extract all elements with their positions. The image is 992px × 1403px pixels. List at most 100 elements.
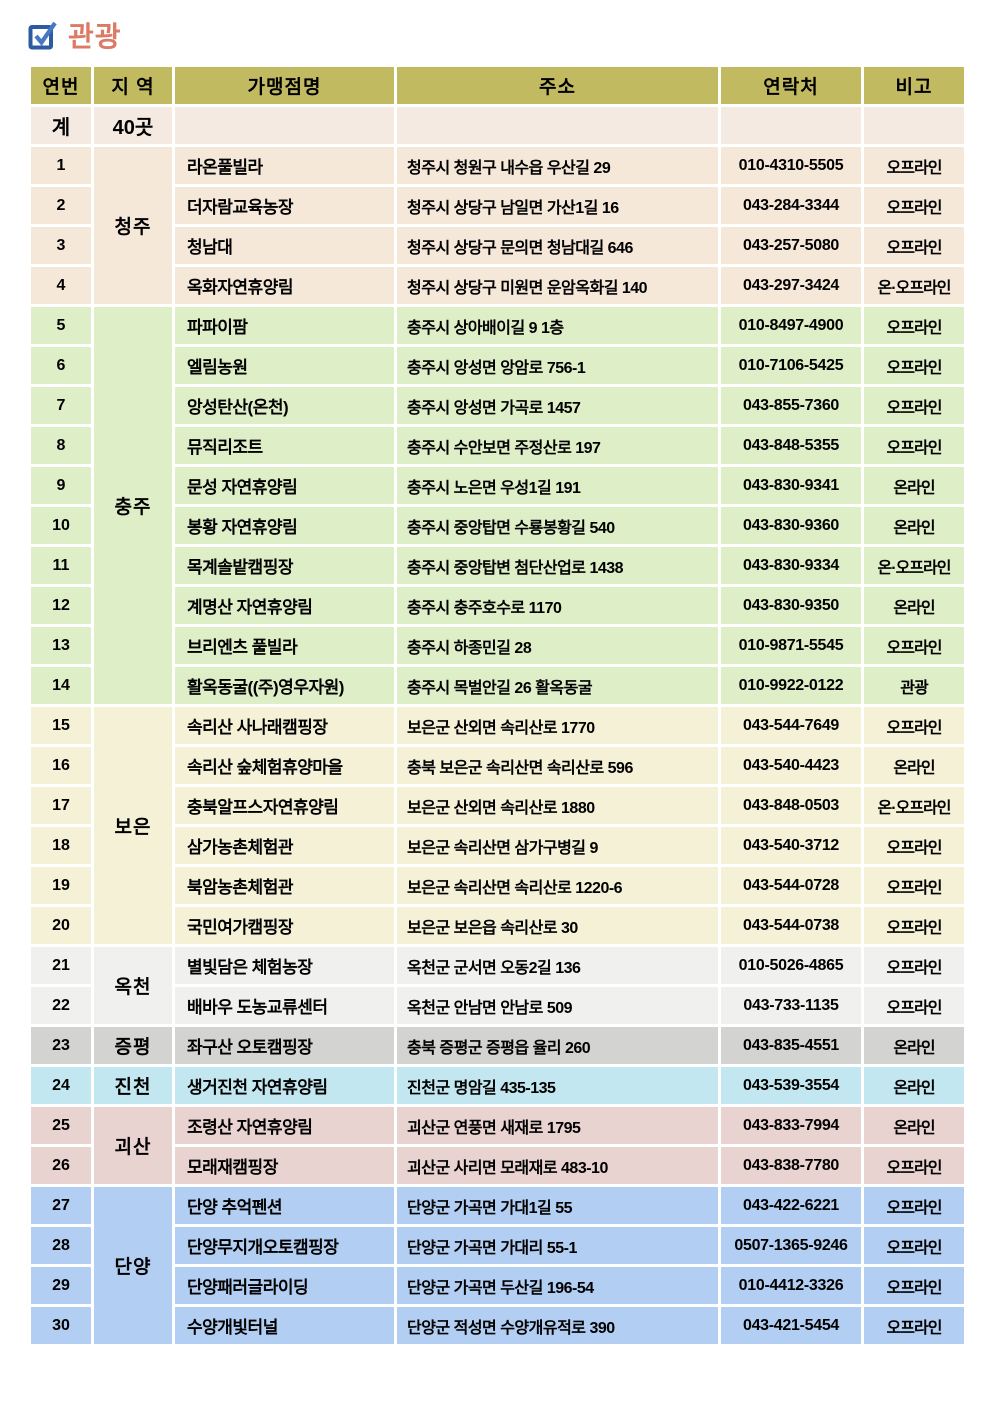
table-row: 1 청주 라온풀빌라 청주시 청원구 내수읍 우산길 29 010-4310-5505 오… bbox=[31, 147, 964, 304]
store-name-cell: 문성 자연휴양림 bbox=[175, 467, 394, 504]
row-number-cell: 29 bbox=[31, 1267, 91, 1304]
table-row: 10 봉황 자연휴양림 충주시 중앙탑면 수룡봉황길 540 043-830-9360… bbox=[31, 507, 964, 544]
store-name-cell: 배바우 도농교류센터 bbox=[175, 987, 394, 1024]
contact-cell: 043-830-9341 bbox=[721, 467, 861, 504]
row-number-cell: 7 bbox=[31, 387, 91, 424]
store-name-cell: 봉황 자연휴양림 bbox=[175, 507, 394, 544]
table-row: 7 앙성탄산(온천) 충주시 앙성면 가곡로 1457 043-855-7360 오프라… bbox=[31, 387, 964, 424]
store-name-cell: 충북알프스자연휴양림 bbox=[175, 787, 394, 824]
address-cell: 단양군 적성면 수양개유적로 390 bbox=[397, 1307, 718, 1344]
header-row: 연번 지 역 가맹점명 주소 연락처 비고 bbox=[31, 67, 964, 104]
table-row: 18 삼가농촌체험관 보은군 속리산면 삼가구병길 9 043-540-3712 오프라… bbox=[31, 827, 964, 864]
row-number-cell: 15 bbox=[31, 707, 91, 744]
row-number-cell: 4 bbox=[31, 267, 91, 304]
table-row: 22 배바우 도농교류센터 옥천군 안남면 안남로 509 043-733-1135 오… bbox=[31, 987, 964, 1024]
note-cell: 오프라인 bbox=[864, 427, 964, 464]
store-name-cell: 수양개빛터널 bbox=[175, 1307, 394, 1344]
table-row: 24 진천 생거진천 자연휴양림 진천군 명암길 435-135 043-539-355… bbox=[31, 1067, 964, 1104]
row-number-cell: 9 bbox=[31, 467, 91, 504]
row-number-cell: 5 bbox=[31, 307, 91, 344]
note-cell: 오프라인 bbox=[864, 867, 964, 904]
contact-cell: 010-8497-4900 bbox=[721, 307, 861, 344]
row-number-cell: 6 bbox=[31, 347, 91, 384]
note-cell: 오프라인 bbox=[864, 1147, 964, 1184]
note-cell: 온·오프라인 bbox=[864, 787, 964, 824]
store-name-cell: 목계솔밭캠핑장 bbox=[175, 547, 394, 584]
region-cell: 충주 bbox=[94, 307, 172, 704]
note-cell: 온라인 bbox=[864, 467, 964, 504]
address-cell: 충주시 중앙탑면 수룡봉황길 540 bbox=[397, 507, 718, 544]
col-header-number: 연번 bbox=[31, 67, 91, 104]
row-number-cell: 17 bbox=[31, 787, 91, 824]
summary-row: 계 40곳 bbox=[31, 107, 964, 144]
table-row: 14 활옥동굴((주)영우자원) 충주시 목벌안길 26 활옥동굴 010-9922-… bbox=[31, 667, 964, 704]
note-cell: 오프라인 bbox=[864, 1227, 964, 1264]
checkbox-icon bbox=[28, 21, 57, 50]
note-cell: 오프라인 bbox=[864, 627, 964, 664]
address-cell: 충주시 중앙탑변 첨단산업로 1438 bbox=[397, 547, 718, 584]
row-number-cell: 30 bbox=[31, 1307, 91, 1344]
table-row: 16 속리산 숲체험휴양마을 충북 보은군 속리산면 속리산로 596 043-540… bbox=[31, 747, 964, 784]
region-cell: 청주 bbox=[94, 147, 172, 304]
table-row: 27 단양 단양 추억펜션 단양군 가곡면 가대1길 55 043-422-6221 오프… bbox=[31, 1187, 964, 1344]
page-title-text: 관광 bbox=[68, 21, 122, 52]
row-number-cell: 18 bbox=[31, 827, 91, 864]
col-header-note: 비고 bbox=[864, 67, 964, 104]
store-name-cell: 단양무지개오토캠핑장 bbox=[175, 1227, 394, 1264]
address-cell: 단양군 가곡면 가대리 55-1 bbox=[397, 1227, 718, 1264]
store-name-cell: 엘림농원 bbox=[175, 347, 394, 384]
row-number-cell: 20 bbox=[31, 907, 91, 944]
store-name-cell: 뮤직리조트 bbox=[175, 427, 394, 464]
col-header-address: 주소 bbox=[397, 67, 718, 104]
note-cell: 온라인 bbox=[864, 747, 964, 784]
region-cell: 증평 bbox=[94, 1027, 172, 1064]
store-name-cell: 라온풀빌라 bbox=[175, 147, 394, 184]
summary-label: 계 bbox=[31, 107, 91, 144]
row-number-cell: 8 bbox=[31, 427, 91, 464]
contact-cell: 043-848-0503 bbox=[721, 787, 861, 824]
address-cell: 충주시 목벌안길 26 활옥동굴 bbox=[397, 667, 718, 704]
note-cell: 오프라인 bbox=[864, 387, 964, 424]
contact-cell: 043-830-9350 bbox=[721, 587, 861, 624]
table-row: 21 옥천 별빛담은 체험농장 옥천군 군서면 오동2길 136 010-5026-48… bbox=[31, 947, 964, 1024]
contact-cell: 043-733-1135 bbox=[721, 987, 861, 1024]
col-header-region: 지 역 bbox=[94, 67, 172, 104]
page: 관광 연번 지 역 가맹점명 주소 연락처 비고 계 40곳 bbox=[28, 21, 964, 1344]
address-cell: 옥천군 안남면 안남로 509 bbox=[397, 987, 718, 1024]
row-number-cell: 12 bbox=[31, 587, 91, 624]
store-name-cell: 별빛담은 체험농장 bbox=[175, 947, 394, 984]
row-number-cell: 13 bbox=[31, 627, 91, 664]
contact-cell: 043-421-5454 bbox=[721, 1307, 861, 1344]
row-number-cell: 10 bbox=[31, 507, 91, 544]
note-cell: 오프라인 bbox=[864, 947, 964, 984]
row-number-cell: 23 bbox=[31, 1027, 91, 1064]
contact-cell: 043-830-9334 bbox=[721, 547, 861, 584]
table-row: 2 더자람교육농장 청주시 상당구 남일면 가산1길 16 043-284-3344 오… bbox=[31, 187, 964, 224]
address-cell: 괴산군 연풍면 새재로 1795 bbox=[397, 1107, 718, 1144]
table-row: 15 보은 속리산 사나래캠핑장 보은군 산외면 속리산로 1770 043-544-7… bbox=[31, 707, 964, 944]
store-name-cell: 계명산 자연휴양림 bbox=[175, 587, 394, 624]
summary-empty-cell bbox=[397, 107, 718, 144]
address-cell: 충주시 수안보면 주정산로 197 bbox=[397, 427, 718, 464]
address-cell: 충주시 하종민길 28 bbox=[397, 627, 718, 664]
note-cell: 온라인 bbox=[864, 587, 964, 624]
region-cell: 옥천 bbox=[94, 947, 172, 1024]
store-name-cell: 좌구산 오토캠핑장 bbox=[175, 1027, 394, 1064]
table-row: 13 브리엔츠 풀빌라 충주시 하종민길 28 010-9871-5545 오프라인 bbox=[31, 627, 964, 664]
contact-cell: 043-297-3424 bbox=[721, 267, 861, 304]
address-cell: 충주시 앙성면 가곡로 1457 bbox=[397, 387, 718, 424]
row-number-cell: 27 bbox=[31, 1187, 91, 1224]
note-cell: 오프라인 bbox=[864, 1187, 964, 1224]
note-cell: 관광 bbox=[864, 667, 964, 704]
note-cell: 온라인 bbox=[864, 1067, 964, 1104]
store-name-cell: 삼가농촌체험관 bbox=[175, 827, 394, 864]
store-name-cell: 옥화자연휴양림 bbox=[175, 267, 394, 304]
address-cell: 단양군 가곡면 가대1길 55 bbox=[397, 1187, 718, 1224]
note-cell: 오프라인 bbox=[864, 227, 964, 264]
address-cell: 보은군 보은읍 속리산로 30 bbox=[397, 907, 718, 944]
address-cell: 충북 증평군 증평읍 율리 260 bbox=[397, 1027, 718, 1064]
row-number-cell: 2 bbox=[31, 187, 91, 224]
note-cell: 온라인 bbox=[864, 507, 964, 544]
table-row: 30 수양개빛터널 단양군 적성면 수양개유적로 390 043-421-5454 오프… bbox=[31, 1307, 964, 1344]
note-cell: 오프라인 bbox=[864, 147, 964, 184]
